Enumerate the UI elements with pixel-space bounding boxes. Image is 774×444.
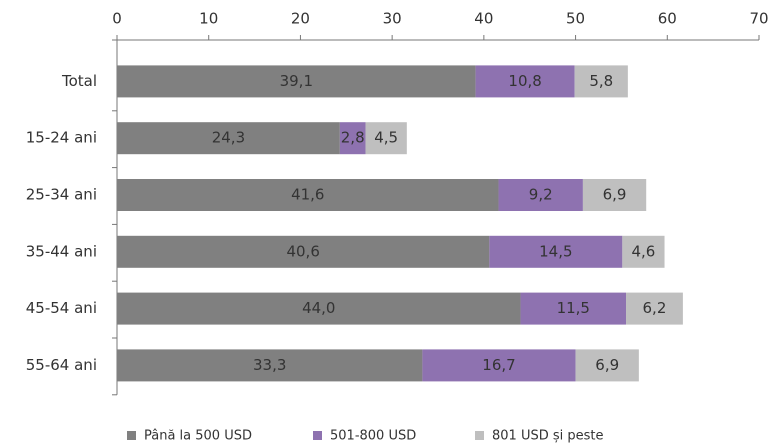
y-tick-label: 25-34 ani	[26, 186, 97, 204]
data-label: 2,8	[341, 129, 365, 147]
y-tick-label: 15-24 ani	[26, 129, 97, 147]
data-label: 6,9	[603, 186, 627, 204]
legend-label: 801 USD și peste	[492, 429, 604, 444]
bar-segment	[117, 65, 476, 98]
x-tick-label: 60	[658, 10, 677, 28]
bar-segment	[117, 235, 490, 268]
data-label: 6,9	[595, 356, 619, 374]
y-tick-label: 35-44 ani	[26, 242, 97, 260]
bar-segment	[498, 179, 583, 211]
y-tick-label: Total	[61, 72, 97, 90]
bar-segment	[339, 122, 366, 155]
bar-segment	[422, 349, 576, 382]
data-label: 40,6	[286, 242, 319, 260]
data-label: 14,5	[539, 242, 572, 260]
x-tick-label: 0	[112, 10, 122, 28]
legend-label: Până la 500 USD	[144, 429, 252, 444]
bar-segment	[117, 179, 499, 211]
bar-segment	[626, 292, 683, 325]
bar-segment	[574, 65, 628, 98]
bar-segment	[575, 349, 639, 382]
legend-swatch	[313, 431, 322, 440]
bar-segment	[475, 65, 575, 98]
bar-segment	[117, 122, 340, 155]
data-label: 6,2	[643, 299, 667, 317]
data-label: 4,5	[374, 129, 398, 147]
y-tick-label: 55-64 ani	[26, 356, 97, 374]
y-tick-label: 45-54 ani	[26, 299, 97, 317]
data-label: 10,8	[508, 72, 541, 90]
bar-segment	[489, 235, 623, 268]
bar-segment	[365, 122, 407, 155]
legend-swatch	[475, 431, 484, 440]
bar-segment	[520, 292, 627, 325]
bar-segment	[117, 349, 423, 382]
data-label: 11,5	[557, 299, 590, 317]
x-tick-label: 70	[749, 10, 768, 28]
data-label: 41,6	[291, 186, 324, 204]
data-label: 16,7	[482, 356, 515, 374]
data-label: 5,8	[589, 72, 613, 90]
x-tick-label: 30	[383, 10, 402, 28]
data-label: 39,1	[280, 72, 313, 90]
x-tick-label: 40	[474, 10, 493, 28]
data-label: 4,6	[632, 242, 656, 260]
legend-swatch	[127, 431, 136, 440]
bar-segment	[117, 292, 521, 325]
bar-segment	[622, 235, 665, 268]
data-label: 24,3	[212, 129, 245, 147]
data-label: 44,0	[302, 299, 335, 317]
data-label: 33,3	[253, 356, 286, 374]
x-tick-label: 50	[566, 10, 585, 28]
bar-segment	[582, 179, 647, 211]
data-label: 9,2	[529, 186, 553, 204]
x-tick-label: 10	[199, 10, 218, 28]
x-tick-label: 20	[291, 10, 310, 28]
legend-label: 501-800 USD	[330, 429, 416, 444]
